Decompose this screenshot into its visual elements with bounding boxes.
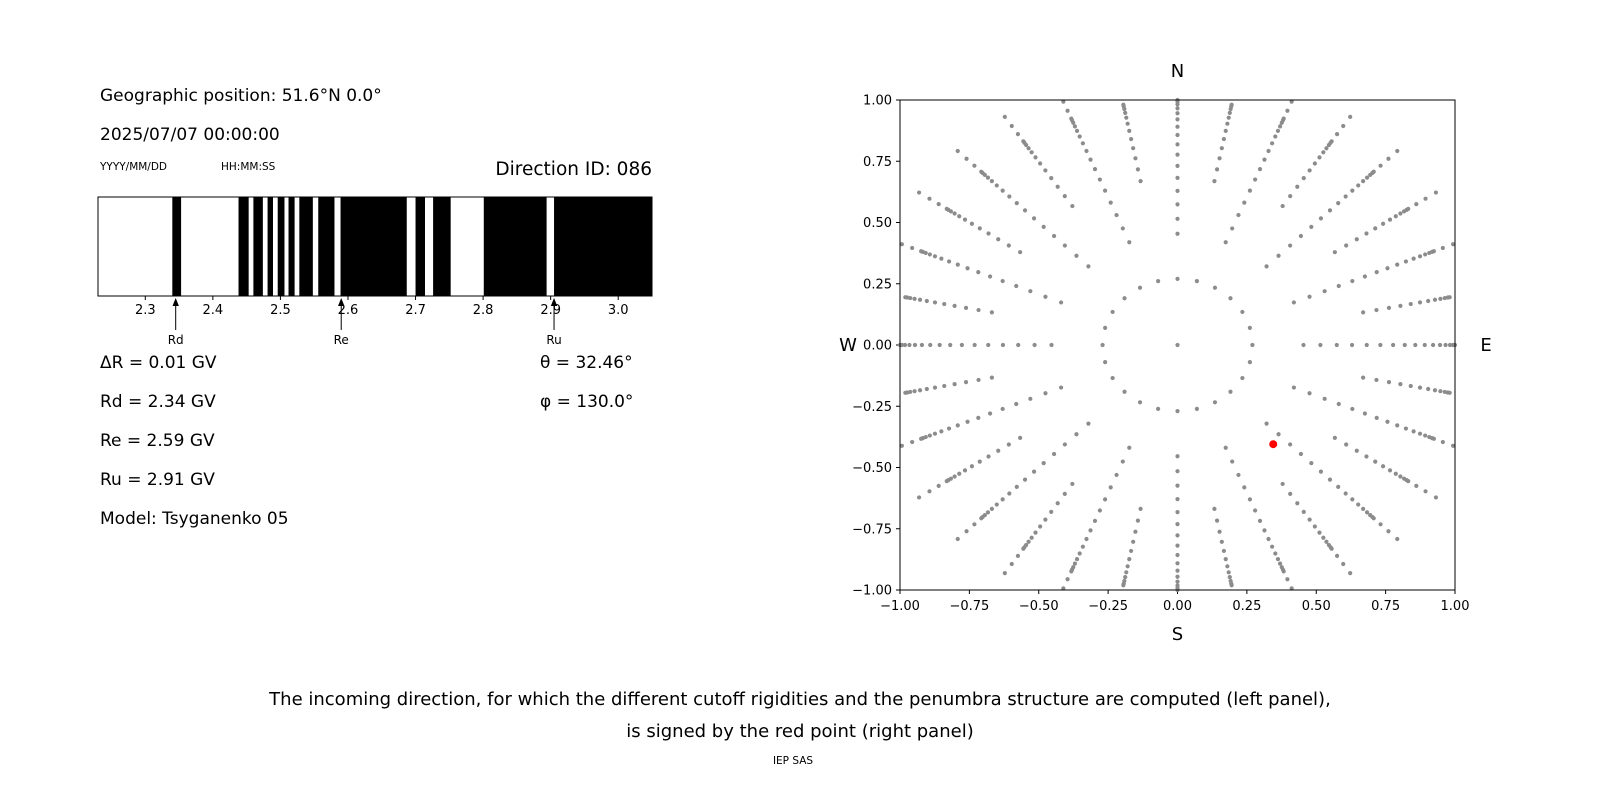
penumbra-x-tick-label: 2.4 (203, 303, 224, 318)
penumbra-band (277, 197, 285, 296)
penumbra-band (554, 197, 652, 296)
direction-y-tick-label: 0.50 (863, 216, 892, 231)
compass-east-label: E (1480, 335, 1491, 356)
incoming-direction-plot: −1.00 −0.75 −0.50 −0.25 0.00 0.25 0.50 0.75 1.00… (839, 61, 1492, 645)
compass-west-label: W (839, 335, 857, 356)
penumbra-band (238, 197, 249, 296)
penumbra-band (433, 197, 451, 296)
direction-y-tick-label: 0.00 (863, 339, 892, 354)
direction-x-tick-label: 1.00 (1441, 599, 1470, 614)
parameter-row: Ru = 2.91 GV (100, 470, 215, 490)
parameter-row: Model: Tsyganenko 05 (100, 509, 289, 529)
geographic-position-label: Geographic position: 51.6°N 0.0° (100, 86, 382, 106)
penumbra-x-tick-label: 2.7 (405, 303, 426, 318)
penumbra-x-tick-label: 3.0 (608, 303, 629, 318)
parameter-row: Rd = 2.34 GV (100, 392, 216, 412)
angle-row: θ = 32.46° (540, 353, 633, 373)
time-format-label: HH:MM:SS (221, 161, 276, 173)
direction-x-tick-label: −1.00 (880, 599, 920, 614)
direction-y-tick-label: 1.00 (863, 94, 892, 109)
direction-x-tick-label: −0.50 (1019, 599, 1059, 614)
direction-y-tick-label: 0.75 (863, 155, 892, 170)
penumbra-band (172, 197, 182, 296)
direction-id-title: Direction ID: 086 (495, 159, 652, 180)
cutoff-marker-label: Ru (546, 333, 561, 347)
compass-north-label: N (1171, 61, 1184, 82)
direction-x-tick-label: −0.75 (949, 599, 989, 614)
penumbra-x-tick-label: 2.5 (270, 303, 291, 318)
direction-x-tick-label: 0.50 (1302, 599, 1331, 614)
cutoff-marker-arrow-icon (550, 298, 558, 306)
caption-line-2: is signed by the red point (right panel) (626, 721, 974, 742)
direction-y-tick-label: −0.75 (852, 522, 892, 537)
figure-caption: The incoming direction, for which the di… (8, 684, 1592, 748)
direction-y-tick-label: 0.25 (863, 277, 892, 292)
compass-south-label: S (1172, 624, 1183, 645)
penumbra-band (483, 197, 547, 296)
cutoff-marker-label: Rd (168, 333, 184, 347)
direction-grid-dots (897, 97, 1458, 593)
cutoff-parameter-list: ΔR = 0.01 GV Rd = 2.34 GV Re = 2.59 GV Ru =… (100, 344, 289, 539)
cutoff-marker-arrow-icon (338, 298, 345, 306)
direction-angle-list: θ = 32.46° φ = 130.0° (540, 344, 633, 422)
penumbra-x-tick-label: 2.9 (540, 303, 561, 318)
penumbra-x-tick-label: 2.3 (135, 303, 156, 318)
direction-x-tick-label: −0.25 (1088, 599, 1128, 614)
parameter-row: Re = 2.59 GV (100, 431, 215, 451)
direction-x-tick-label: 0.25 (1232, 599, 1261, 614)
penumbra-x-tick-label: 2.6 (338, 303, 359, 318)
penumbra-band (340, 197, 407, 296)
datetime-label: 2025/07/07 00:00:00 (100, 125, 280, 145)
parameter-row: ΔR = 0.01 GV (100, 353, 217, 373)
cutoff-marker-label: Re (334, 333, 349, 347)
selected-direction-point (1269, 440, 1278, 449)
date-format-label: YYYY/MM/DD (100, 161, 168, 173)
penumbra-band (318, 197, 335, 296)
direction-x-tick-label: 0.00 (1163, 599, 1192, 614)
penumbra-band (299, 197, 313, 296)
direction-x-tick-label: 0.75 (1371, 599, 1400, 614)
penumbra-band (415, 197, 425, 296)
penumbra-band (267, 197, 273, 296)
penumbra-band (253, 197, 263, 296)
penumbra-x-tick-label: 2.8 (473, 303, 494, 318)
direction-y-tick-label: −1.00 (852, 584, 892, 599)
cutoff-marker-arrow-icon (172, 298, 179, 306)
penumbra-band (288, 197, 295, 296)
direction-y-tick-label: −0.25 (852, 400, 892, 415)
caption-line-1: The incoming direction, for which the di… (269, 689, 1331, 710)
angle-row: φ = 130.0° (540, 392, 634, 412)
direction-y-tick-label: −0.50 (852, 461, 892, 476)
penumbra-structure-plot: 2.3 2.4 2.5 2.6 2.7 2.8 2.9 3.0 Rd Re Ru (97, 196, 653, 347)
credit-label: IEP SAS (772, 755, 814, 767)
